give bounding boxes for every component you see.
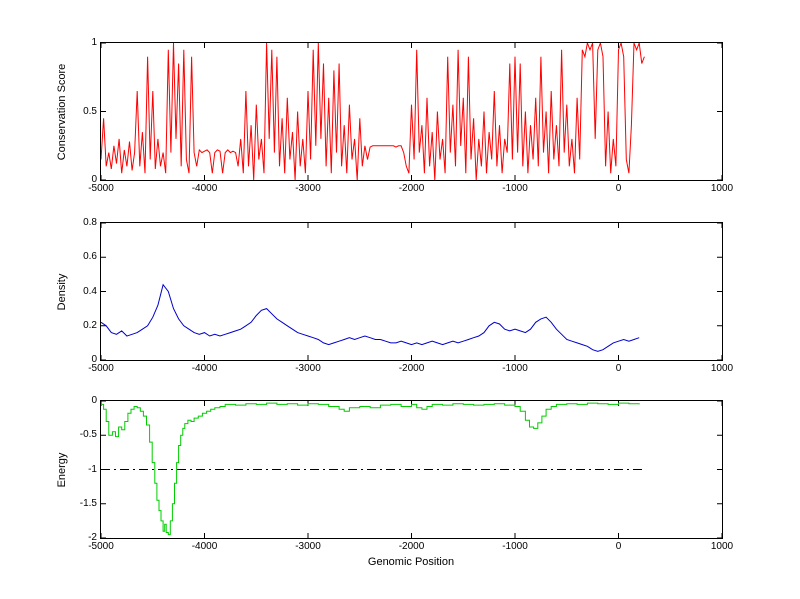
y-tick-label: 0.4 [83, 285, 97, 297]
y-tick-label: -2 [88, 532, 97, 543]
x-tick-label: -1000 [502, 183, 528, 194]
x-tick-label: -4000 [191, 363, 218, 374]
density-axes: -5000 -4000 -3000 -2000 -1000 0 1000 0 0.2 0.4 0.6… [83, 218, 733, 374]
x-tick-label: -1000 [502, 541, 528, 552]
density-y-axis-label: Density [56, 273, 68, 311]
x-tick-label: -2000 [398, 183, 425, 194]
y-tick-label: 0.6 [83, 251, 97, 263]
energy-y-axis-label: Energy [56, 452, 68, 488]
energy-axes: -5000 -4000 -3000 -2000 -1000 0 1000 -2 -1.5 -1 -0… [80, 396, 733, 552]
x-tick-label: -1000 [502, 363, 528, 374]
x-tick-label: 0 [615, 183, 622, 194]
y-tick-label: 0.2 [83, 319, 97, 331]
x-tick-label: -4000 [191, 183, 218, 194]
conservation-axes: -5000 -4000 -3000 -2000 -1000 0 1000 0 0.5 1 [83, 38, 733, 194]
y-tick-label: -1.5 [79, 497, 97, 509]
energy-plot-area [101, 401, 722, 538]
x-tick-label: -2000 [398, 363, 425, 374]
x-tick-label: -5000 [88, 183, 114, 194]
y-tick-label: -0.5 [79, 429, 97, 441]
x-tick-label: -4000 [191, 541, 218, 552]
x-axis-label: Genomic Position [367, 556, 455, 568]
y-tick-label: 0 [91, 174, 97, 185]
x-tick-label: 1000 [710, 541, 734, 552]
x-tick-label: 1000 [710, 363, 734, 374]
conservation-y-axis-label: Conservation Score [56, 63, 68, 161]
y-tick-label: 0.8 [83, 217, 97, 228]
conservation-line-series [101, 43, 645, 180]
conservation-plot-area [101, 43, 722, 180]
energy-line-series [101, 402, 640, 536]
x-tick-label: -3000 [295, 183, 321, 194]
y-tick-label: -1 [88, 463, 97, 475]
x-tick-label: -5000 [88, 541, 114, 552]
x-tick-label: -2000 [398, 541, 425, 552]
y-tick-label: 0 [91, 354, 97, 365]
y-tick-label: 0.5 [83, 105, 97, 117]
x-tick-label: 0 [615, 363, 622, 374]
y-tick-label: 1 [91, 37, 97, 48]
density-plot-area [101, 223, 722, 360]
x-tick-label: -5000 [88, 363, 114, 374]
x-tick-label: 0 [615, 541, 622, 552]
x-tick-label: -3000 [295, 363, 321, 374]
x-tick-label: -3000 [295, 541, 321, 552]
y-tick-label: 0 [91, 395, 97, 406]
density-line-series [101, 283, 640, 352]
x-tick-label: 1000 [710, 183, 734, 194]
